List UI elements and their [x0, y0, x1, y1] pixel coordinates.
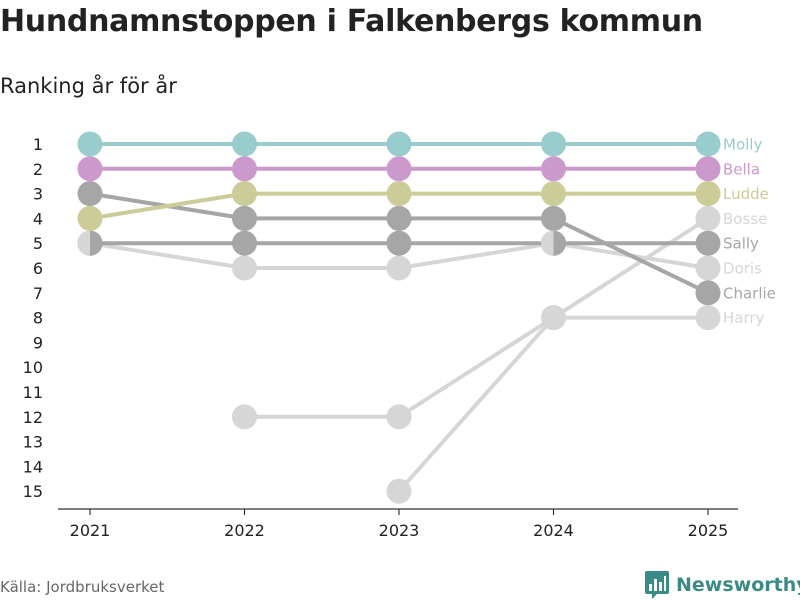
data-point-bella	[695, 156, 721, 182]
data-point-harry	[232, 404, 257, 430]
data-point-sally	[695, 230, 721, 256]
data-point-ludde	[541, 181, 566, 207]
data-point-charlie	[541, 205, 566, 231]
data-point-bella	[77, 156, 103, 182]
y-tick-label: 4	[33, 209, 43, 228]
data-point-ludde	[77, 205, 103, 231]
y-tick-label: 13	[23, 433, 43, 452]
brand-name: Newsworthy	[676, 574, 800, 596]
series-label-charlie: Charlie	[723, 284, 776, 302]
split-point-bosse	[553, 305, 566, 331]
series-line-harry	[244, 315, 708, 419]
x-axis: 2021 2022 2023 2024 2025	[58, 508, 738, 540]
data-point-molly	[541, 131, 566, 157]
brand-logo: Newsworthy	[644, 570, 800, 600]
y-tick-label: 9	[33, 333, 43, 352]
y-tick-label: 15	[23, 482, 43, 501]
series-label-doris: Doris	[723, 260, 762, 278]
data-point-doris	[232, 255, 257, 281]
series-label-molly: Molly	[723, 136, 762, 154]
data-point-harry	[386, 404, 412, 430]
split-point-sally	[553, 230, 566, 256]
data-point-charlie	[695, 280, 721, 306]
series-label-bosse: Bosse	[723, 210, 767, 228]
x-tick-label: 2023	[379, 521, 420, 540]
data-point-harry	[695, 305, 721, 331]
data-point-molly	[386, 131, 412, 157]
split-point-doris	[77, 230, 90, 256]
y-tick-label: 2	[33, 160, 43, 179]
data-point-doris	[695, 255, 721, 281]
split-point-sally	[90, 230, 103, 256]
chart-title: Hundnamnstoppen i Falkenbergs kommun	[0, 4, 703, 39]
y-tick-label: 14	[23, 457, 43, 476]
y-tick-label: 7	[33, 284, 43, 303]
data-point-bella	[541, 156, 566, 182]
data-point-ludde	[695, 181, 721, 207]
data-point-bosse	[386, 478, 412, 504]
y-tick-label: 5	[33, 234, 43, 253]
data-point-molly	[695, 131, 721, 157]
data-point-bella	[386, 156, 412, 182]
y-tick-label: 6	[33, 259, 43, 278]
x-tick-label: 2022	[224, 521, 265, 540]
y-tick-label: 3	[33, 185, 43, 204]
data-point-molly	[77, 131, 103, 157]
data-point-ludde	[232, 181, 257, 207]
split-point-doris	[541, 230, 554, 256]
y-tick-label: 8	[33, 309, 43, 328]
series-label-ludde: Ludde	[723, 185, 769, 203]
y-tick-label: 11	[23, 383, 43, 402]
x-tick-label: 2025	[688, 521, 729, 540]
data-point-ludde	[386, 181, 412, 207]
data-point-charlie	[77, 181, 103, 207]
data-point-bella	[232, 156, 257, 182]
data-point-bosse	[695, 205, 721, 231]
series-labels: Harry Bosse Doris Charlie Sally Ludde Bella Mol…	[723, 136, 776, 328]
data-point-doris	[386, 255, 412, 281]
series-label-bella: Bella	[723, 160, 760, 178]
source-note: Källa: Jordbruksverket	[0, 578, 165, 596]
chart-subtitle: Ranking år för år	[0, 74, 177, 98]
x-tick-label: 2024	[533, 521, 574, 540]
data-point-molly	[232, 131, 257, 157]
data-point-sally	[386, 230, 412, 256]
split-point-harry	[541, 305, 554, 331]
y-tick-label: 10	[23, 358, 43, 377]
bar-chart-logo-icon	[645, 571, 669, 599]
series-label-sally: Sally	[723, 235, 759, 253]
series-points	[77, 131, 721, 504]
data-point-charlie	[232, 205, 257, 231]
y-tick-label: 12	[23, 408, 43, 427]
data-point-charlie	[386, 205, 412, 231]
series-label-harry: Harry	[723, 309, 765, 327]
y-tick-label: 1	[33, 135, 43, 154]
data-point-sally	[232, 230, 257, 256]
x-tick-label: 2021	[70, 521, 111, 540]
